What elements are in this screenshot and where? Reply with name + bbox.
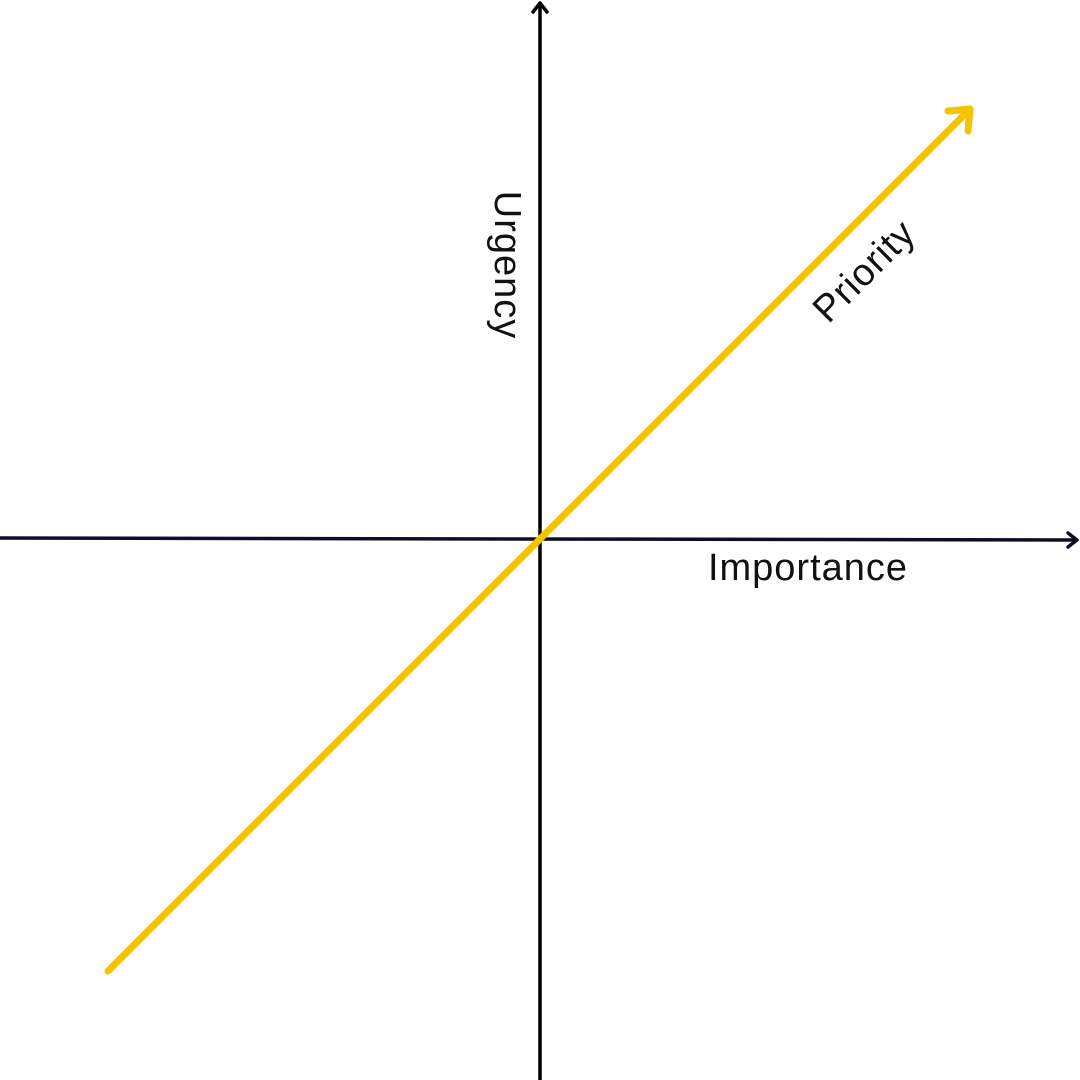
priority-arrow-label: Priority (805, 212, 924, 331)
vertical-axis-label: Urgency (486, 191, 528, 340)
horizontal-axis-label: Importance (708, 547, 908, 589)
horizontal-axis-arrowhead (1066, 531, 1079, 549)
priority-arrow-line (104, 107, 972, 975)
vertical-axis-arrowhead (531, 1, 549, 14)
priority-arrowhead (944, 105, 974, 135)
